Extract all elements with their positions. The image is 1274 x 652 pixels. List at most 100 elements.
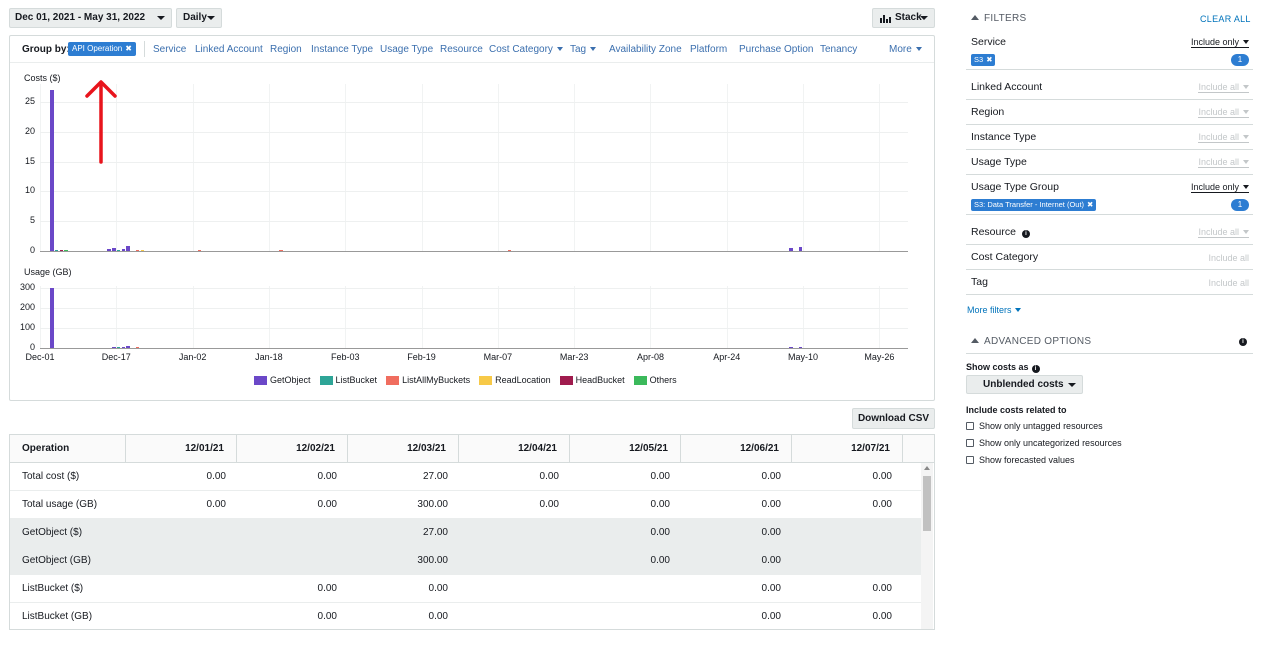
group-by-option-platform[interactable]: Platform <box>690 44 728 55</box>
column-header-date[interactable]: 12/04/21 <box>459 435 570 462</box>
chart-bar-headbucket[interactable] <box>59 249 64 251</box>
chart-bar-listallmybuckets[interactable] <box>197 249 202 251</box>
chart-bar-listbucket[interactable] <box>116 346 121 348</box>
table-scrollbar[interactable] <box>921 463 933 629</box>
chart-bar-getobject[interactable] <box>112 346 116 348</box>
chart-bar-readlocation[interactable] <box>140 249 145 251</box>
column-header-date[interactable]: 12/01/21 <box>126 435 237 462</box>
info-icon[interactable]: i <box>1239 338 1247 346</box>
chevron-down-icon <box>1243 230 1249 234</box>
scrollbar-thumb[interactable] <box>923 476 931 531</box>
column-header-date[interactable]: 12/02/21 <box>237 435 348 462</box>
close-icon[interactable]: ✖ <box>1087 200 1094 209</box>
group-by-option-purchase-option[interactable]: Purchase Option <box>739 44 814 55</box>
legend-label: ListBucket <box>335 375 378 385</box>
chevron-down-icon <box>207 16 215 20</box>
chart-bar-getobject[interactable] <box>126 246 130 251</box>
filter-label: Region <box>971 106 1005 118</box>
info-icon[interactable]: i <box>1031 365 1040 373</box>
close-icon[interactable]: ✖ <box>986 55 993 64</box>
legend-item-readlocation[interactable]: ReadLocation <box>479 373 551 387</box>
chart-bar-getobject[interactable] <box>121 249 126 251</box>
group-by-option-region[interactable]: Region <box>270 44 302 55</box>
filter-token[interactable]: S3: Data Transfer - Internet (Out) ✖ <box>971 199 1097 211</box>
chart-bar-getobject[interactable] <box>789 346 793 348</box>
chart-vertical-gridline <box>574 286 576 348</box>
chevron-down-icon <box>1243 40 1249 44</box>
checkbox[interactable] <box>966 439 974 447</box>
group-by-option-cost-category[interactable]: Cost Category <box>489 44 563 55</box>
group-by-option-tenancy[interactable]: Tenancy <box>820 44 858 55</box>
granularity-dropdown[interactable]: Daily <box>176 8 222 28</box>
chart-bar-getobject[interactable] <box>798 247 803 251</box>
group-by-option-linked-account[interactable]: Linked Account <box>195 44 263 55</box>
info-icon[interactable]: i <box>1021 230 1030 238</box>
group-by-option-resource[interactable]: Resource <box>440 44 483 55</box>
chart-vertical-gridline <box>650 84 652 251</box>
checkbox[interactable] <box>966 456 974 464</box>
chart-bar-getobject[interactable] <box>50 288 54 348</box>
close-icon[interactable]: ✖ <box>125 44 132 53</box>
chart-bar-getobject[interactable] <box>121 346 126 348</box>
filter-mode-label: Include all <box>1198 227 1239 237</box>
column-header-date[interactable]: 12/03/21 <box>348 435 459 462</box>
include-costs-checkbox-row[interactable]: Show forecasted values <box>966 455 1075 465</box>
value-cell: 27.00 <box>422 471 448 482</box>
legend-item-listallmybuckets[interactable]: ListAllMyBuckets <box>386 373 470 387</box>
more-filters-link[interactable]: More filters <box>967 305 1021 315</box>
chart-bar-getobject[interactable] <box>112 248 116 251</box>
advanced-options-heading[interactable]: ADVANCED OPTIONS <box>971 336 1091 347</box>
group-by-option-instance-type[interactable]: Instance Type <box>311 44 374 55</box>
filter-mode-dropdown[interactable]: Include only <box>1190 182 1249 193</box>
chart-bar-getobject[interactable] <box>789 248 793 251</box>
legend-item-getobject[interactable]: GetObject <box>254 373 311 387</box>
column-header-date[interactable]: 12/05/21 <box>570 435 681 462</box>
chart-bar-others[interactable] <box>64 249 68 251</box>
legend-item-listbucket[interactable]: ListBucket <box>319 373 378 387</box>
chart-bar-getobject[interactable] <box>798 346 803 348</box>
group-by-option-service[interactable]: Service <box>153 44 187 55</box>
chart-bar-listallmybuckets[interactable] <box>135 249 140 251</box>
column-header-date[interactable]: 12/06/21 <box>681 435 792 462</box>
chevron-down-icon <box>1243 185 1249 189</box>
group-by-option-usage-type[interactable]: Usage Type <box>380 44 434 55</box>
filter-mode-dropdown: Include all <box>1198 82 1249 93</box>
column-header-operation[interactable]: Operation <box>10 435 126 462</box>
clear-all-link[interactable]: CLEAR ALL <box>1200 14 1251 24</box>
group-by-option-availability-zone[interactable]: Availability Zone <box>609 44 682 55</box>
scroll-up-icon[interactable] <box>924 466 930 470</box>
legend-label: ReadLocation <box>495 375 551 385</box>
chart-bar-getobject[interactable] <box>107 248 111 251</box>
group-by-option-more[interactable]: More <box>889 44 922 55</box>
x-tick-label: Jan-02 <box>178 352 207 362</box>
filter-token[interactable]: S3 ✖ <box>971 54 996 66</box>
filter-mode-dropdown[interactable]: Include only <box>1190 37 1249 48</box>
checkbox-label: Show forecasted values <box>979 455 1075 465</box>
include-costs-checkbox-row[interactable]: Show only uncategorized resources <box>966 438 1122 448</box>
chart-bar-getobject[interactable] <box>126 346 130 348</box>
column-header-date[interactable]: 12/07/21 <box>792 435 903 462</box>
filter-mode-dropdown: Include all <box>1198 107 1249 118</box>
chart-style-dropdown[interactable]: Stack <box>872 8 935 28</box>
chart-bar-listallmybuckets[interactable] <box>135 346 140 348</box>
chart-bar-listallmybuckets[interactable] <box>507 249 512 251</box>
group-by-option-tag[interactable]: Tag <box>570 44 597 55</box>
include-costs-checkbox-row[interactable]: Show only untagged resources <box>966 421 1103 431</box>
filters-heading[interactable]: FILTERS <box>971 13 1026 24</box>
date-range-dropdown[interactable]: Dec 01, 2021 - May 31, 2022 <box>9 8 172 28</box>
filter-mode-label: Include all <box>1198 157 1239 167</box>
value-cell: 0.00 <box>650 555 670 566</box>
checkbox[interactable] <box>966 422 974 430</box>
chart-bar-listbucket[interactable] <box>54 249 59 251</box>
show-costs-as-select[interactable]: Unblended costs <box>966 375 1083 394</box>
chart-bar-listallmybuckets[interactable] <box>278 249 283 251</box>
chart-gridline <box>40 131 908 133</box>
checkbox-label: Show only uncategorized resources <box>979 438 1122 448</box>
legend-item-others[interactable]: Others <box>633 373 677 387</box>
chart-bar-listbucket[interactable] <box>116 249 121 251</box>
filter-label: Usage Type <box>971 156 1027 168</box>
download-csv-button[interactable]: Download CSV <box>852 408 935 429</box>
group-by-selected-token[interactable]: API Operation ✖ <box>68 42 136 56</box>
chart-bar-getobject[interactable] <box>50 89 54 251</box>
legend-item-headbucket[interactable]: HeadBucket <box>559 373 625 387</box>
